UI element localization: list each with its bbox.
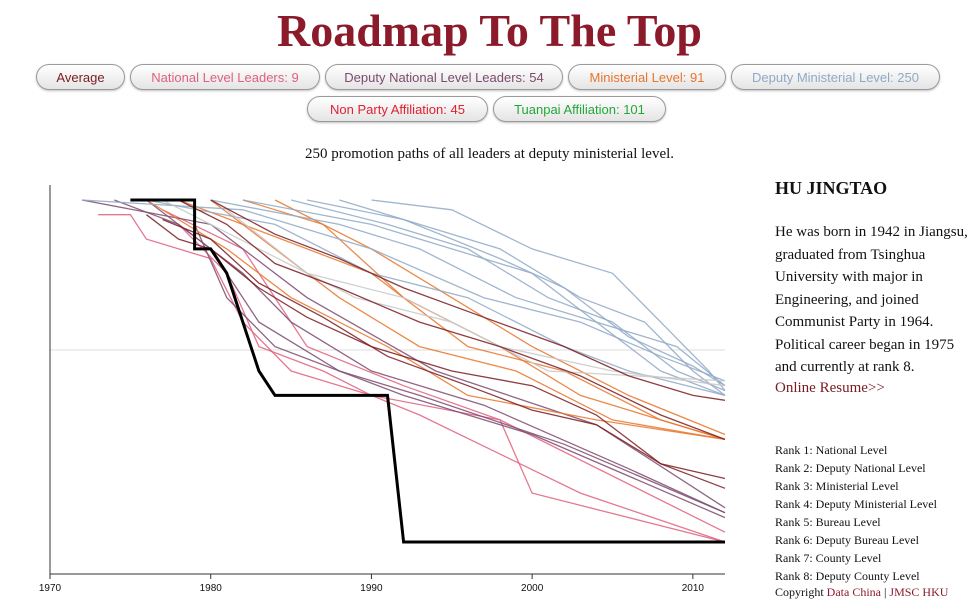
promotion-path-line[interactable] (162, 218, 726, 480)
leader-info-panel: HU JINGTAO He was born in 1942 in Jiangs… (775, 178, 975, 397)
national-level-leaders-button[interactable]: National Level Leaders: 9 (130, 64, 320, 90)
rank-item: Rank 4: Deputy Ministerial Level (775, 497, 937, 511)
rank-item: Rank 5: Bureau Level (775, 515, 881, 529)
promotion-path-line[interactable] (146, 199, 726, 514)
rank-item: Rank 6: Deputy Bureau Level (775, 533, 919, 547)
chart-subtitle: 250 promotion paths of all leaders at de… (304, 146, 675, 162)
promotion-path-line[interactable] (178, 199, 726, 441)
promotion-paths (81, 198, 726, 544)
copyright: Copyright Data China | JMSC HKU (775, 585, 948, 600)
promotion-path-line[interactable] (82, 199, 726, 382)
promotion-path-line[interactable] (242, 199, 726, 387)
promotion-path-line[interactable] (162, 209, 726, 533)
jmsc-hku-link[interactable]: JMSC HKU (889, 585, 949, 599)
x-tick-label: 1970 (39, 583, 62, 594)
promotion-path-line[interactable] (274, 199, 726, 436)
x-tick-label: 1990 (360, 583, 383, 594)
promotion-path-line[interactable] (210, 199, 726, 397)
promotion-path-line[interactable] (210, 199, 726, 441)
promotion-path-line[interactable] (306, 199, 726, 387)
rank-item: Rank 8: Deputy County Level (775, 569, 920, 583)
rank-item: Rank 7: County Level (775, 551, 882, 565)
promotion-path-line[interactable] (146, 199, 726, 397)
promotion-path-chart: 1970 1980 1990 2000 2010 (39, 185, 726, 594)
promotion-path-line[interactable] (114, 199, 726, 514)
leader-name: HU JINGTAO (775, 178, 888, 198)
rank-legend: Rank 1: National Level Rank 2: Deputy Na… (775, 441, 937, 585)
average-button[interactable]: Average (36, 64, 125, 90)
copyright-prefix: Copyright (775, 585, 827, 599)
ministerial-level-button[interactable]: Ministerial Level: 91 (568, 64, 726, 90)
promotion-path-line[interactable] (242, 199, 726, 441)
promotion-path-line[interactable] (210, 199, 726, 401)
online-resume-link[interactable]: Online Resume>> (775, 379, 885, 396)
deputy-national-level-leaders-button[interactable]: Deputy National Level Leaders: 54 (325, 64, 563, 90)
promotion-path-line[interactable] (98, 214, 726, 543)
tuanpai-affiliation-button[interactable]: Tuanpai Affiliation: 101 (493, 96, 666, 122)
promotion-path-line[interactable] (146, 199, 726, 441)
promotion-path-line[interactable] (339, 199, 726, 396)
copyright-separator: | (881, 585, 890, 599)
promotion-path-line[interactable] (178, 223, 726, 543)
non-party-affiliation-button[interactable]: Non Party Affiliation: 45 (307, 96, 488, 122)
promotion-path-line[interactable] (162, 199, 726, 382)
rank-item: Rank 1: National Level (775, 443, 888, 457)
deputy-ministerial-level-button[interactable]: Deputy Ministerial Level: 250 (731, 64, 940, 90)
page-title: Roadmap To The Top (277, 5, 702, 56)
leader-bio: He was born in 1942 in Jiangsu, graduate… (775, 224, 968, 375)
x-tick-label: 2010 (682, 583, 705, 594)
promotion-path-line[interactable] (226, 209, 726, 387)
x-axis-ticks: 1970 1980 1990 2000 2010 (39, 574, 705, 594)
rank-item: Rank 2: Deputy National Level (775, 461, 926, 475)
promotion-path-line[interactable] (371, 199, 726, 391)
rank-item: Rank 3: Ministerial Level (775, 479, 899, 493)
promotion-path-line[interactable] (290, 199, 726, 392)
data-china-link[interactable]: Data China (826, 585, 881, 599)
promotion-path-line[interactable] (194, 224, 726, 519)
x-tick-label: 2000 (521, 583, 544, 594)
highlighted-path-line[interactable] (130, 198, 725, 544)
promotion-path-line[interactable] (146, 214, 726, 489)
x-tick-label: 1980 (200, 583, 223, 594)
promotion-path-line[interactable] (81, 199, 726, 509)
